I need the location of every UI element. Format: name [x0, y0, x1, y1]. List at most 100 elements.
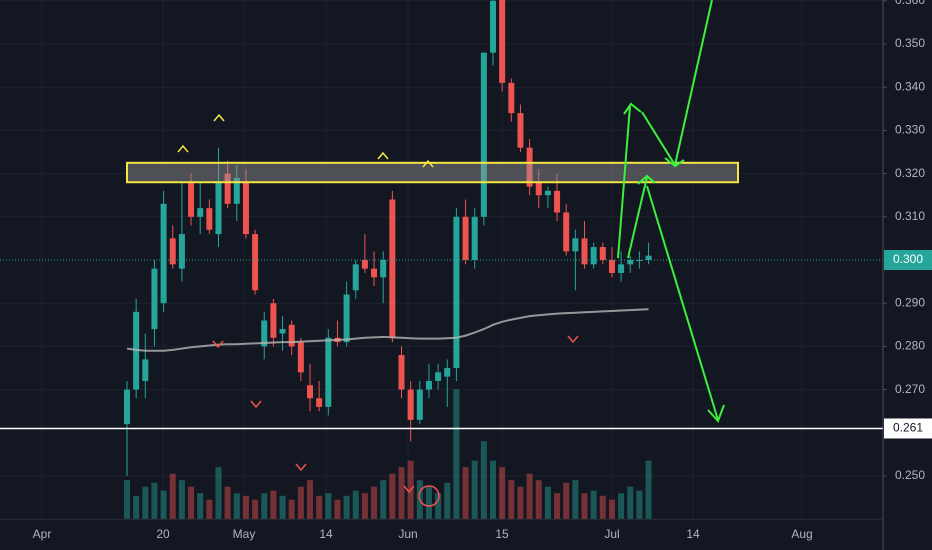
candle-body	[407, 389, 414, 420]
volume-bar	[380, 480, 387, 520]
marker	[377, 151, 389, 160]
volume-bar	[361, 493, 368, 520]
arrow	[627, 176, 648, 259]
volume-bar	[398, 467, 405, 520]
overlays	[0, 161, 883, 430]
candle-body	[380, 260, 387, 278]
candle-body	[233, 177, 240, 204]
candle-body	[499, 0, 506, 83]
y-tick-label: 0.320	[895, 166, 925, 180]
volume-bar	[124, 480, 130, 520]
x-tick-label: Apr	[33, 527, 52, 541]
candle-body	[215, 182, 222, 235]
x-tick-label: 15	[495, 527, 509, 541]
current-price-box	[884, 250, 932, 270]
candle-body	[288, 324, 295, 347]
candle-body	[142, 359, 149, 381]
volume-bar	[325, 493, 332, 520]
candle-body	[581, 238, 588, 265]
volume-bar	[389, 473, 396, 520]
volume-bar	[425, 486, 432, 520]
x-tick-label: 14	[319, 527, 333, 541]
marker	[213, 113, 225, 122]
volume-bar	[471, 460, 478, 520]
volume-bar	[206, 499, 213, 520]
candle-body	[361, 260, 368, 269]
volume-bar	[133, 495, 140, 520]
candle-body	[270, 303, 277, 338]
candle-body	[517, 113, 524, 148]
candle-body	[398, 355, 405, 390]
candle-body	[352, 264, 359, 291]
candle-body	[618, 264, 625, 273]
candle-body	[572, 238, 579, 252]
volume-bar	[279, 495, 286, 520]
volume-bar	[599, 495, 606, 520]
volume-bar	[453, 389, 460, 520]
candle-body	[490, 0, 496, 53]
x-tick-label: Jun	[398, 527, 417, 541]
candle-body	[307, 385, 313, 399]
volume-bar	[197, 493, 204, 520]
arrow-head	[637, 174, 656, 185]
candle-body	[471, 216, 478, 260]
marker	[177, 144, 189, 153]
volume-bar	[444, 482, 451, 520]
candle-body	[261, 320, 268, 347]
candle-body	[316, 398, 323, 407]
arrow-head	[623, 102, 642, 115]
level-label: 0.261	[893, 421, 923, 435]
volume-bar	[499, 467, 506, 520]
candle-body	[188, 182, 195, 217]
volume-bar	[435, 493, 442, 520]
volume-bar	[270, 490, 277, 520]
volume-bar	[554, 493, 561, 520]
volume-bar	[563, 482, 570, 520]
y-tick-label: 0.340	[895, 79, 925, 93]
event-marker	[418, 485, 440, 507]
candle-body	[645, 255, 652, 260]
candle-body	[526, 147, 533, 187]
volume	[124, 389, 652, 520]
arrow-head	[707, 404, 725, 423]
candle-body	[599, 247, 606, 260]
y-tick-label: 0.250	[895, 468, 925, 482]
moving-average	[126, 308, 649, 352]
candle-body	[252, 234, 259, 291]
volume-bar	[252, 499, 259, 520]
volume-bar	[618, 493, 625, 520]
volume-bar	[188, 486, 195, 520]
candle-body	[563, 212, 570, 252]
annotations	[617, 0, 725, 423]
volume-bar	[224, 486, 231, 520]
volume-bar	[334, 499, 341, 520]
arrow	[646, 185, 719, 421]
volume-bar	[645, 460, 652, 520]
candle-body	[535, 182, 542, 196]
marker	[212, 340, 224, 349]
volume-bar	[462, 467, 469, 520]
arrow-head	[664, 157, 685, 168]
candle-body	[206, 208, 213, 230]
candle-body	[224, 173, 231, 204]
y-tick-label: 0.270	[895, 382, 925, 396]
candle-body	[160, 203, 167, 304]
volume-bar	[535, 480, 542, 520]
y-tick-label: 0.350	[895, 36, 925, 50]
candle-body	[371, 268, 378, 278]
y-tick-label: 0.330	[895, 123, 925, 137]
candle-body	[462, 216, 469, 260]
volume-bar	[297, 486, 304, 520]
candle-body	[435, 372, 442, 381]
y-tick-label: 0.310	[895, 209, 925, 223]
y-tick-label: 0.290	[895, 295, 925, 309]
x-tick-label: 20	[156, 527, 170, 541]
y-tick-label: 0.360	[895, 0, 925, 7]
volume-bar	[160, 490, 167, 520]
volume-bar	[517, 486, 524, 520]
volume-bar	[178, 480, 185, 520]
candle-body	[508, 82, 515, 114]
arrow	[617, 105, 631, 259]
volume-bar	[627, 486, 634, 520]
